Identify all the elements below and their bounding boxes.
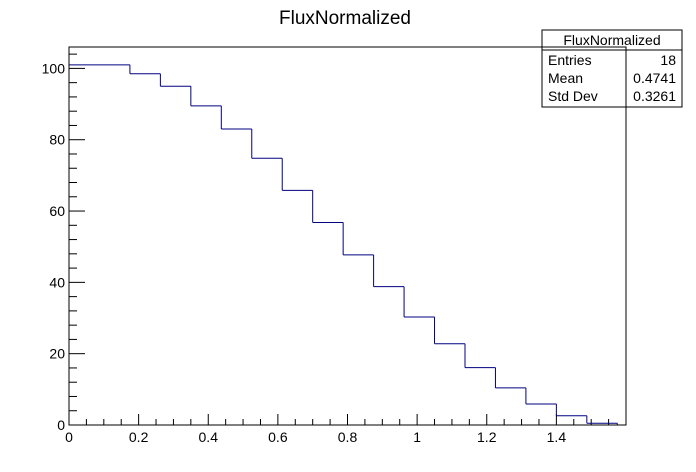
x-tick-label: 0.4 — [199, 429, 219, 445]
stats-row-label: Std Dev — [548, 88, 598, 104]
y-tick-label: 40 — [49, 274, 65, 290]
stats-row-label: Mean — [548, 70, 583, 86]
y-tick-label: 20 — [49, 346, 65, 362]
y-tick-label: 80 — [49, 132, 65, 148]
stats-box-frame — [541, 29, 683, 108]
stats-box-title: FluxNormalized — [563, 32, 660, 48]
stats-row-label: Entries — [548, 52, 592, 68]
stats-row-value: 0.4741 — [633, 70, 676, 86]
y-tick-label: 100 — [42, 60, 66, 76]
x-tick-label: 0.6 — [268, 429, 288, 445]
x-tick-label: 0.8 — [338, 429, 358, 445]
y-tick-label: 0 — [57, 417, 65, 433]
stats-box: FluxNormalized Entries 18 Mean 0.4741 Std Dev… — [541, 29, 683, 108]
axis-layer: 0 0.2 0.4 0.6 0.8 1 1.2 1.4 0 20 40 60 80 100 — [42, 53, 627, 445]
histogram-layer — [69, 64, 618, 425]
x-tick-label: 1.4 — [547, 429, 567, 445]
stats-row-value: 0.3261 — [633, 88, 676, 104]
x-tick-label: 1 — [413, 429, 421, 445]
chart-title: FluxNormalized — [279, 8, 411, 29]
plot-frame — [68, 46, 627, 426]
y-tick-label: 60 — [49, 203, 65, 219]
stats-row-value: 18 — [660, 52, 676, 68]
x-tick-label: 0 — [65, 429, 73, 445]
x-tick-label: 1.2 — [477, 429, 497, 445]
x-tick-label: 0.2 — [129, 429, 149, 445]
